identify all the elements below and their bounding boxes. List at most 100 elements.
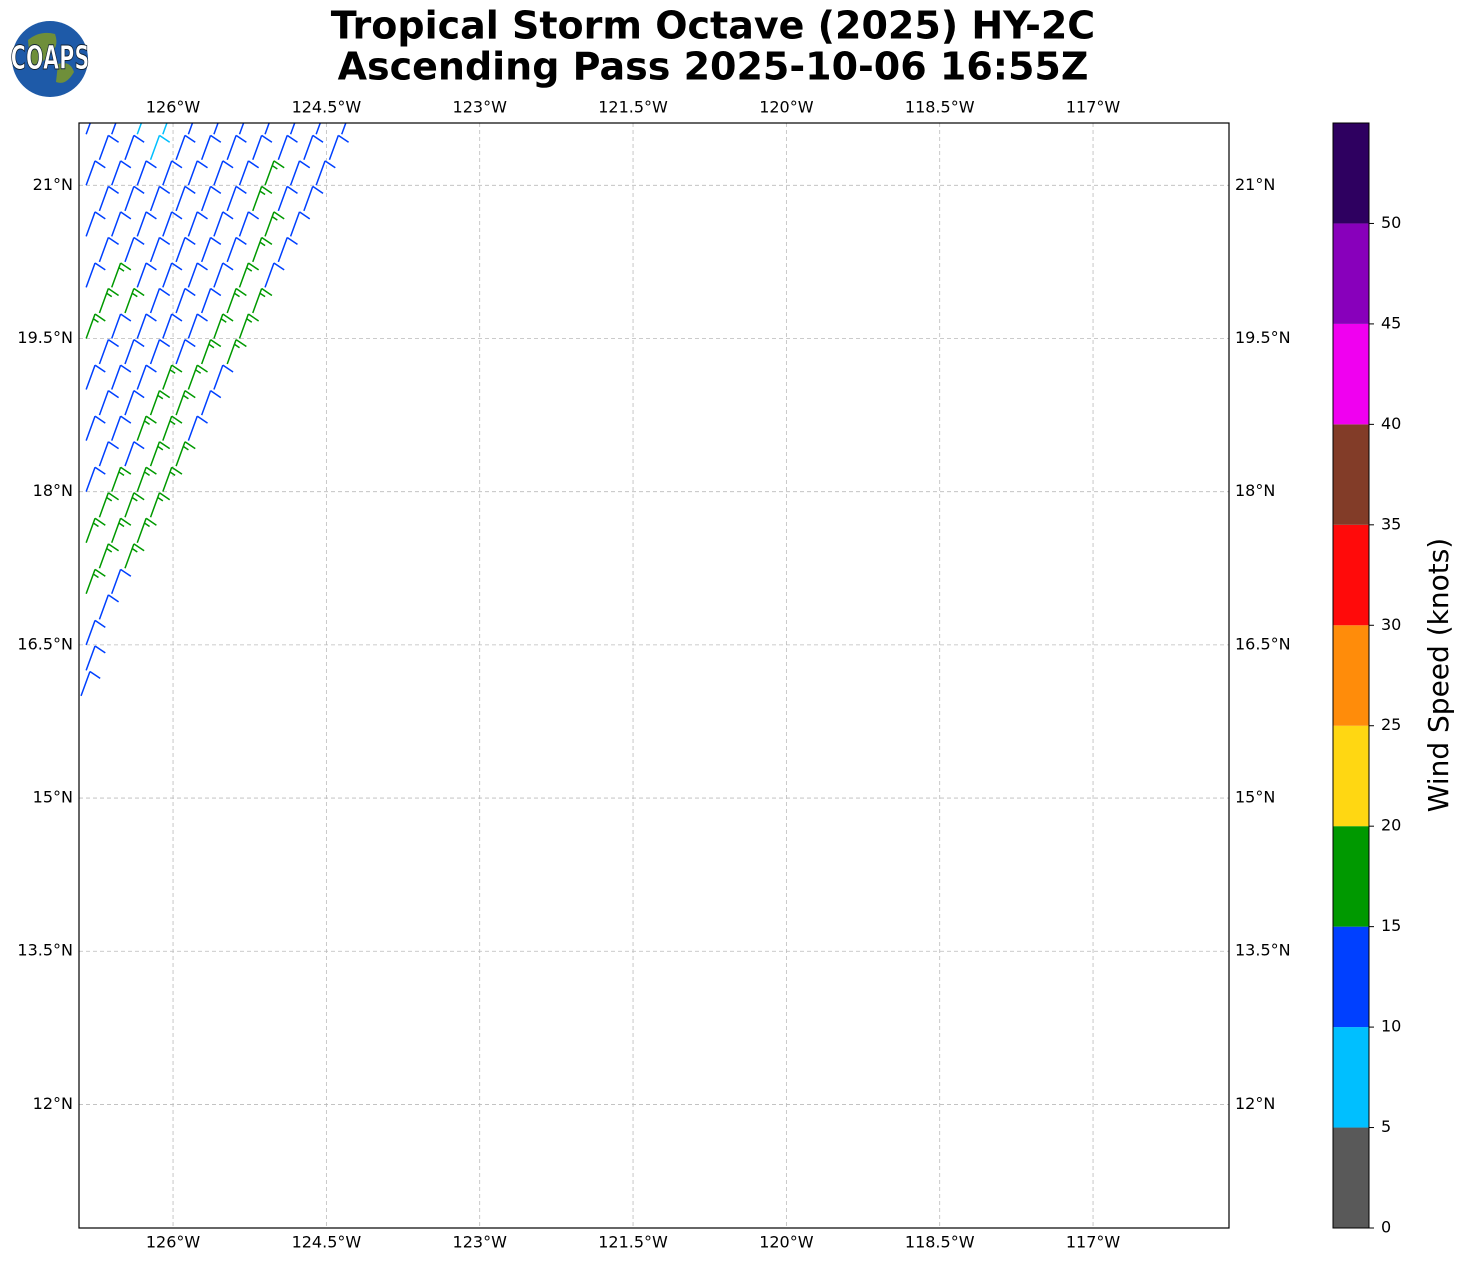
colorbar-tick-label: 0 [1381, 1218, 1391, 1237]
y-tick-label: 13.5°N [1235, 941, 1291, 960]
x-tick-label: 124.5°W [292, 1233, 362, 1252]
wind-barb [124, 287, 145, 314]
wind-barb [341, 123, 347, 135]
wind-barb [98, 594, 120, 620]
wind-barb [187, 123, 194, 135]
wind-barb [200, 390, 222, 416]
y-tick-label: 16.5°N [17, 634, 73, 653]
wind-barb [315, 123, 322, 135]
wind-barb [149, 492, 171, 518]
wind-barb [136, 211, 157, 237]
x-tick-label: 126°W [146, 1233, 201, 1252]
colorbar-bin [1333, 123, 1369, 224]
x-tick-label: 121.5°W [598, 98, 668, 117]
wind-barb [162, 160, 183, 186]
wind-barb [162, 262, 183, 288]
wind-barb [175, 236, 196, 263]
wind-barb [85, 645, 106, 671]
wind-barb [136, 415, 157, 441]
x-tick-label: 126°W [146, 98, 201, 117]
wind-barb [175, 338, 196, 365]
colorbar-bin [1333, 223, 1369, 324]
wind-barb [124, 134, 145, 161]
wind-barb [264, 123, 270, 135]
wind-barb [136, 160, 157, 186]
colorbar-frame [1332, 122, 1370, 1229]
colorbar: 0 5 10 15 20 25 30 35 40 45 50 [1332, 122, 1401, 1237]
wind-barb [85, 619, 106, 646]
colorbar-tick-label: 30 [1381, 615, 1401, 634]
wind-barb [80, 670, 101, 697]
wind-barb [213, 313, 234, 339]
colorbar-bin [1333, 323, 1369, 425]
wind-barb [238, 211, 260, 237]
wind-barb [175, 185, 196, 212]
wind-barb [85, 415, 106, 441]
wind-barb [277, 134, 298, 161]
colorbar-bin [1333, 1027, 1369, 1128]
colorbar-tick-label: 40 [1381, 414, 1401, 433]
wind-barb [136, 123, 143, 135]
wind-barb [328, 134, 350, 161]
wind-barb [136, 262, 157, 288]
y-tick-label: 13.5°N [17, 941, 73, 960]
map-frame [78, 122, 1230, 1229]
colorbar-bin [1333, 625, 1369, 726]
wind-barb [187, 313, 208, 339]
wind-barb [111, 517, 132, 543]
colorbar-bin [1333, 524, 1369, 626]
wind-barb [98, 185, 120, 212]
wind-barb [98, 543, 120, 569]
wind-barb [111, 211, 132, 237]
wind-barb [289, 160, 311, 186]
colorbar-tick-label: 50 [1381, 213, 1401, 232]
y-tick-label: 18°N [1235, 481, 1275, 500]
x-tick-label: 123°W [453, 98, 508, 117]
wind-barb [226, 287, 247, 314]
wind-barb [238, 160, 260, 186]
wind-barb [226, 185, 247, 212]
wind-barb [98, 287, 120, 314]
barbs [80, 123, 350, 697]
wind-barb [277, 185, 298, 212]
wind-barb [98, 236, 120, 263]
wind-barb [111, 123, 117, 135]
wind-barb [85, 211, 106, 237]
wind-barb [303, 134, 324, 161]
wind-barb [187, 364, 208, 390]
wind-barb [124, 390, 145, 416]
wind-barb [124, 338, 145, 365]
logo-land [28, 32, 74, 83]
y-tick-label: 19.5°N [17, 328, 73, 347]
wind-barb [124, 185, 145, 212]
y-tick-label: 15°N [33, 788, 73, 807]
wind-barb [252, 236, 273, 263]
wind-barb [98, 338, 120, 365]
colorbar-tick-label: 15 [1381, 916, 1401, 935]
wind-barb [264, 262, 285, 288]
wind-barb [200, 287, 222, 314]
colorbar-bin [1333, 826, 1369, 927]
wind-barb [85, 517, 106, 543]
y-tick-label: 12°N [33, 1094, 73, 1113]
wind-barb [226, 338, 247, 365]
wind-barb [149, 390, 171, 416]
wind-barb [252, 185, 273, 212]
wind-barb [162, 364, 183, 390]
y-tick-label: 15°N [1235, 788, 1275, 807]
wind-barb [85, 313, 106, 339]
y-tick-label: 19.5°N [1235, 328, 1291, 347]
wind-barb [238, 262, 260, 288]
x-tick-label: 121.5°W [598, 1233, 668, 1252]
wind-barb [162, 415, 183, 441]
wind-barb [162, 123, 168, 135]
colorbar-bin [1333, 725, 1369, 827]
wind-barb [238, 123, 245, 135]
y-tick-label: 18°N [33, 481, 73, 500]
wind-barb [175, 287, 196, 314]
wind-barb [124, 492, 145, 518]
wind-barb [149, 338, 171, 365]
x-tick-label: 118.5°W [905, 98, 975, 117]
wind-barb [238, 313, 260, 339]
